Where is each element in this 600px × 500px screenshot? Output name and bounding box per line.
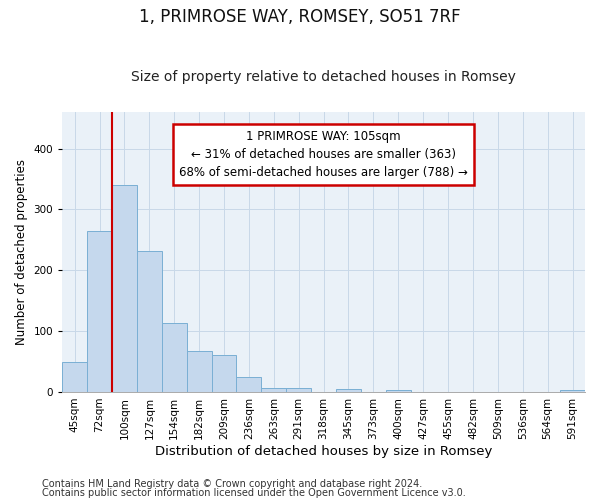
Text: 1, PRIMROSE WAY, ROMSEY, SO51 7RF: 1, PRIMROSE WAY, ROMSEY, SO51 7RF xyxy=(139,8,461,26)
Bar xyxy=(236,378,262,392)
Bar xyxy=(137,251,162,392)
Bar xyxy=(560,390,585,392)
Text: 1 PRIMROSE WAY: 105sqm
← 31% of detached houses are smaller (363)
68% of semi-de: 1 PRIMROSE WAY: 105sqm ← 31% of detached… xyxy=(179,130,468,179)
Bar xyxy=(187,351,212,392)
Bar xyxy=(336,389,361,392)
Text: Contains public sector information licensed under the Open Government Licence v3: Contains public sector information licen… xyxy=(42,488,466,498)
Bar xyxy=(87,230,112,392)
Y-axis label: Number of detached properties: Number of detached properties xyxy=(15,159,28,345)
Bar xyxy=(62,362,87,392)
Bar xyxy=(262,388,286,392)
Bar xyxy=(112,185,137,392)
X-axis label: Distribution of detached houses by size in Romsey: Distribution of detached houses by size … xyxy=(155,444,492,458)
Text: Contains HM Land Registry data © Crown copyright and database right 2024.: Contains HM Land Registry data © Crown c… xyxy=(42,479,422,489)
Bar xyxy=(162,323,187,392)
Bar xyxy=(212,355,236,392)
Bar xyxy=(286,388,311,392)
Title: Size of property relative to detached houses in Romsey: Size of property relative to detached ho… xyxy=(131,70,516,85)
Bar xyxy=(386,390,411,392)
